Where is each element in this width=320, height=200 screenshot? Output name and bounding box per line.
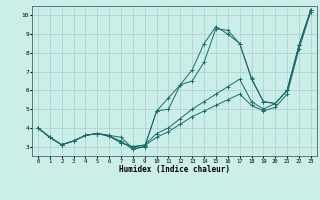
X-axis label: Humidex (Indice chaleur): Humidex (Indice chaleur)	[119, 165, 230, 174]
